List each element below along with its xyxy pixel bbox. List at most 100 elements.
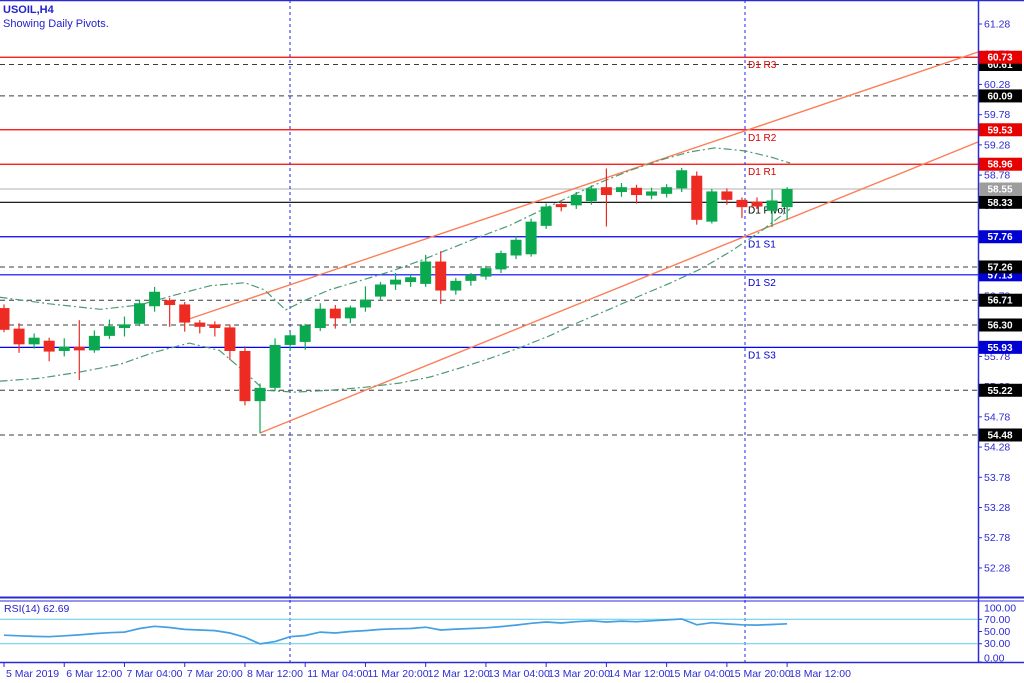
price-tick-label: 59.78	[984, 109, 1010, 121]
price-tick-label: 61.28	[984, 19, 1010, 31]
candle-body	[344, 307, 356, 319]
candle-body	[555, 204, 567, 208]
candle-body	[706, 191, 718, 222]
candle-body	[721, 191, 733, 200]
candle-body	[375, 284, 386, 297]
price-badge-label: 54.48	[987, 430, 1012, 441]
candle-body	[510, 239, 522, 256]
price-badge-label: 60.61	[987, 60, 1012, 71]
time-tick-label: 7 Mar 04:00	[126, 668, 182, 680]
candle-body	[585, 188, 597, 202]
candle-body	[254, 387, 266, 402]
price-tick-label: 58.78	[984, 170, 1010, 182]
price-badge	[979, 182, 1022, 196]
price-tick-label: 60.28	[984, 79, 1010, 91]
candle-body	[420, 261, 432, 284]
candle-body	[28, 337, 40, 345]
price-badge	[979, 293, 1022, 307]
candle-body	[405, 277, 417, 283]
price-badge-label: 60.09	[987, 91, 1012, 102]
candle-body	[661, 187, 673, 194]
candle-body	[615, 187, 627, 193]
time-tick-label: 13 Mar 04:00	[488, 668, 550, 680]
candle-body	[751, 201, 763, 207]
pivot-line-label: D1 S3	[748, 350, 776, 361]
pivot-line-label: D1 R3	[748, 60, 777, 71]
pivot-line-label: D1 R1	[748, 167, 777, 178]
envelope-upper-band	[0, 147, 791, 311]
price-badge	[979, 318, 1022, 332]
candle-body	[179, 304, 191, 323]
price-badge-label: 58.55	[987, 185, 1012, 196]
rsi-scale-label: 0.00	[984, 653, 1005, 665]
indicator-note: Showing Daily Pivots.	[3, 18, 109, 30]
candle-body	[480, 268, 492, 277]
price-badge-label: 57.13	[987, 270, 1012, 281]
price-badge-label: 58.33	[987, 198, 1012, 209]
pivot-line-label: D1 R2	[748, 133, 777, 144]
time-tick-label: 14 Mar 12:00	[608, 668, 670, 680]
price-tick-label: 53.78	[984, 472, 1010, 484]
candle-body	[465, 274, 477, 281]
price-tick-label: 53.28	[984, 502, 1010, 514]
candle-body	[209, 324, 221, 329]
time-tick-label: 11 Mar 04:00	[307, 668, 368, 680]
rsi-scale-label: 30.00	[984, 638, 1010, 650]
price-badge	[979, 123, 1022, 137]
candle-body	[73, 346, 85, 351]
price-tick-label: 55.78	[984, 351, 1010, 363]
candle-body	[736, 199, 748, 208]
candle-body	[43, 340, 55, 352]
time-tick-label: 11 Mar 20:00	[367, 668, 428, 680]
candle-body	[600, 187, 612, 196]
time-tick-label: 13 Mar 20:00	[548, 668, 610, 680]
rsi-scale-label: 50.00	[984, 626, 1010, 638]
price-badge-label: 55.93	[987, 343, 1012, 354]
rsi-indicator-label: RSI(14) 62.69	[4, 603, 70, 615]
time-tick-label: 7 Mar 20:00	[187, 668, 243, 680]
price-tick-label: 59.28	[984, 139, 1010, 151]
candle-body	[269, 344, 281, 388]
time-tick-label: 15 Mar 04:00	[669, 668, 731, 680]
candle-body	[224, 327, 236, 351]
candle-body	[766, 200, 778, 211]
time-tick-label: 15 Mar 20:00	[729, 668, 791, 680]
price-badge-label: 57.26	[987, 262, 1012, 273]
candle-body	[194, 322, 206, 327]
envelope-lower-band	[0, 208, 791, 393]
price-tick-label: 54.28	[984, 442, 1010, 454]
pivot-line-label: D1 Pivot	[748, 205, 786, 216]
price-badge	[979, 157, 1022, 171]
price-tick-label: 52.28	[984, 562, 1010, 574]
price-tick-label: 54.78	[984, 411, 1010, 423]
pivot-line-label: D1 S1	[748, 240, 776, 251]
price-badge	[979, 428, 1022, 442]
price-badge-label: 59.53	[987, 125, 1012, 136]
candle-body	[118, 324, 130, 329]
price-badge-label: 57.76	[987, 232, 1012, 243]
time-tick-label: 5 Mar 2019	[6, 668, 59, 680]
price-badge-label: 56.71	[987, 296, 1012, 307]
price-badge	[979, 195, 1022, 209]
symbol-title: USOIL,H4	[3, 4, 55, 16]
rsi-line	[3, 618, 788, 645]
time-tick-label: 18 Mar 12:00	[789, 668, 851, 680]
candle-body	[299, 325, 311, 342]
price-tick-label: 52.78	[984, 532, 1010, 544]
price-badge	[979, 383, 1022, 397]
rsi-scale-label: 70.00	[984, 614, 1010, 626]
price-badge	[979, 260, 1022, 274]
pivot-line-label: D1 S2	[748, 278, 776, 289]
candle-body	[390, 279, 402, 285]
candle-body	[676, 170, 688, 189]
candle-body	[58, 346, 70, 351]
candle-body	[134, 303, 146, 324]
time-tick-label: 8 Mar 12:00	[247, 668, 303, 680]
candle-body	[329, 308, 341, 319]
candle-body	[239, 350, 251, 402]
candle-body	[495, 253, 507, 270]
candle-body	[0, 308, 10, 330]
candle-body	[631, 187, 643, 196]
